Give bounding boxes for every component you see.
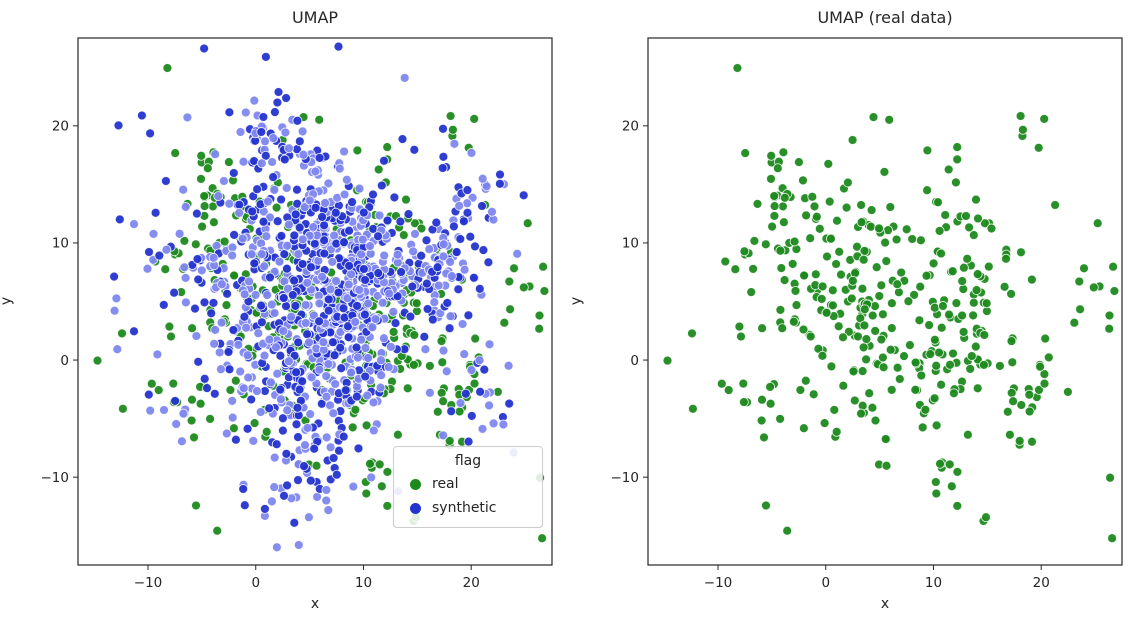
- umap-combined-plot: −10 0 10 20 −10 0 10 20: [41, 37, 553, 591]
- umap-combined-panel: −10 0 10 20 −10 0 10 20 UMAP x y flag real synt…: [0, 8, 553, 612]
- legend-entry-synthetic: synthetic: [402, 496, 534, 520]
- svg-text:20: 20: [1033, 575, 1050, 591]
- svg-text:10: 10: [925, 575, 942, 591]
- svg-text:20: 20: [52, 119, 69, 135]
- legend-marker-real-icon: [410, 478, 421, 490]
- chart-title: UMAP (real data): [817, 8, 953, 27]
- legend-marker-synthetic-icon: [410, 502, 421, 514]
- svg-text:0: 0: [60, 353, 69, 369]
- svg-text:10: 10: [355, 575, 372, 591]
- svg-text:0: 0: [630, 353, 639, 369]
- chart-title: UMAP: [291, 8, 339, 27]
- x-axis-label: x: [310, 596, 320, 612]
- svg-text:−10: −10: [611, 470, 640, 486]
- legend-title: flag: [454, 453, 482, 469]
- svg-text:10: 10: [52, 236, 69, 252]
- svg-text:−10: −10: [134, 575, 163, 591]
- svg-text:20: 20: [463, 575, 480, 591]
- svg-text:−10: −10: [41, 470, 70, 486]
- svg-text:0: 0: [821, 575, 830, 591]
- svg-text:20: 20: [622, 119, 639, 135]
- x-axis-label: x: [880, 596, 890, 612]
- legend-label-real: real: [432, 476, 459, 492]
- legend: flag real synthetic: [393, 446, 543, 528]
- svg-text:0: 0: [251, 575, 260, 591]
- y-axis-label: y: [568, 296, 585, 306]
- svg-text:10: 10: [622, 236, 639, 252]
- legend-label-synthetic: synthetic: [432, 500, 497, 516]
- svg-text:−10: −10: [704, 575, 733, 591]
- umap-real-panel: −10 0 10 20 −10 0 10 20 UMAP (real data) x y: [568, 0, 1140, 627]
- legend-entry-real: real: [402, 472, 534, 496]
- y-axis-label: y: [0, 296, 15, 306]
- umap-real-plot: −10 0 10 20 −10 0 10 20: [611, 37, 1123, 591]
